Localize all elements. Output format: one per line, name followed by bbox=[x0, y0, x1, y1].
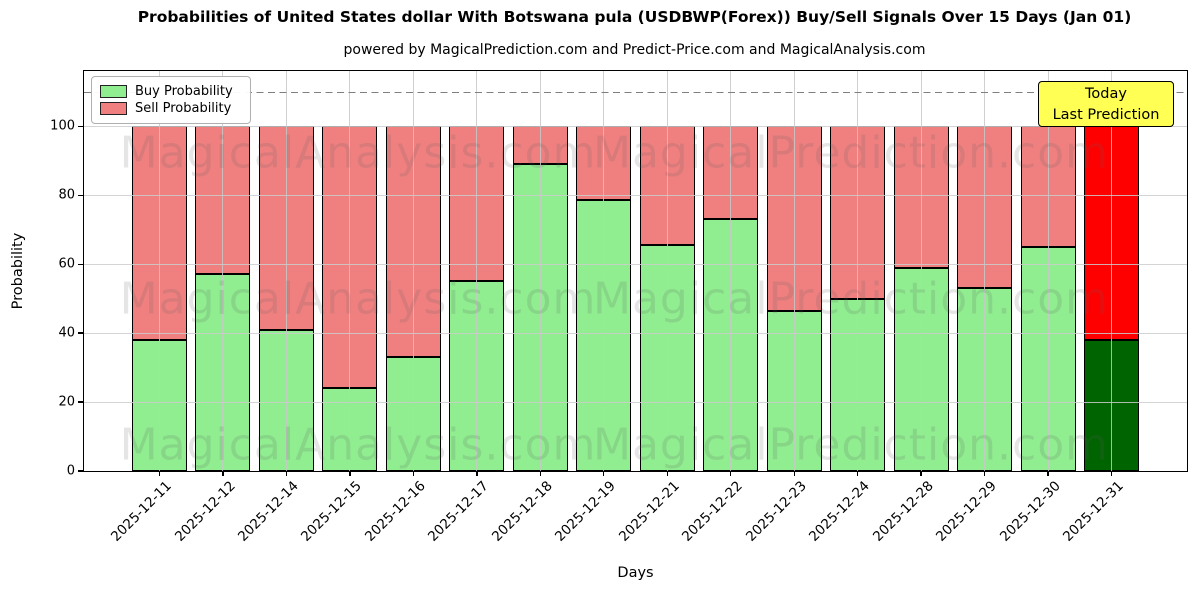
legend-label-buy: Buy Probability bbox=[135, 84, 233, 99]
x-tick-mark bbox=[857, 471, 859, 476]
y-gridline bbox=[84, 195, 1187, 197]
x-gridline bbox=[412, 71, 414, 471]
y-tick-mark bbox=[78, 470, 84, 472]
y-tick-mark bbox=[78, 125, 84, 127]
y-axis-title: Probability bbox=[10, 232, 26, 310]
x-tick-mark bbox=[793, 471, 795, 476]
y-tick-mark bbox=[78, 263, 84, 265]
watermark-magicalprediction: MagicalPrediction.com bbox=[593, 419, 1109, 471]
y-tick-label: 100 bbox=[50, 118, 75, 134]
x-gridline bbox=[1047, 71, 1049, 471]
y-gridline bbox=[84, 126, 1187, 128]
x-gridline bbox=[984, 71, 986, 471]
x-tick-label: 2025-12-12 bbox=[171, 478, 239, 545]
today-annotation-line1: Today bbox=[1085, 86, 1127, 102]
x-tick-label: 2025-12-24 bbox=[806, 478, 873, 545]
x-gridline bbox=[666, 71, 668, 471]
y-tick-label: 20 bbox=[58, 394, 75, 410]
x-tick-mark bbox=[1047, 471, 1049, 476]
x-tick-label: 2025-12-28 bbox=[869, 478, 937, 545]
x-tick-label: 2025-12-19 bbox=[552, 478, 620, 545]
x-tick-label: 2025-12-23 bbox=[742, 478, 810, 545]
dashed-threshold-line bbox=[84, 91, 1187, 94]
x-tick-label: 2025-12-14 bbox=[234, 478, 302, 545]
legend-item-buy: Buy Probability bbox=[100, 83, 242, 100]
x-tick-mark bbox=[920, 471, 922, 476]
x-gridline bbox=[476, 71, 478, 471]
x-gridline bbox=[920, 71, 922, 471]
x-tick-label: 2025-12-22 bbox=[679, 478, 747, 545]
x-gridline bbox=[793, 71, 795, 471]
x-axis-title: Days bbox=[617, 565, 654, 581]
x-tick-mark bbox=[158, 471, 161, 476]
x-tick-label: 2025-12-17 bbox=[425, 478, 493, 545]
y-tick-mark bbox=[78, 332, 84, 334]
sell-probability-swatch bbox=[100, 102, 127, 115]
x-tick-mark bbox=[349, 471, 351, 476]
legend-label-sell: Sell Probability bbox=[135, 101, 232, 116]
x-gridline bbox=[1110, 71, 1112, 471]
y-tick-mark bbox=[78, 194, 84, 196]
x-tick-mark bbox=[476, 471, 478, 476]
x-tick-label: 2025-12-18 bbox=[488, 478, 556, 545]
x-gridline bbox=[159, 71, 161, 471]
y-gridline bbox=[84, 402, 1187, 404]
x-tick-label: 2025-12-21 bbox=[615, 478, 683, 545]
watermark-magicalanalysis: MagicalAnalysis.com bbox=[119, 127, 597, 179]
legend-item-sell: Sell Probability bbox=[100, 100, 242, 117]
y-gridline bbox=[84, 333, 1187, 335]
x-gridline bbox=[857, 71, 859, 471]
y-tick-label: 80 bbox=[58, 187, 75, 203]
x-gridline bbox=[603, 71, 605, 471]
watermark-magicalprediction: MagicalPrediction.com bbox=[593, 127, 1109, 179]
x-tick-mark bbox=[412, 471, 415, 476]
watermark-magicalanalysis: MagicalAnalysis.com bbox=[119, 419, 597, 471]
x-tick-label: 2025-12-30 bbox=[996, 478, 1064, 545]
x-tick-label: 2025-12-11 bbox=[108, 478, 175, 545]
x-tick-mark bbox=[983, 471, 986, 476]
y-tick-mark bbox=[78, 401, 84, 403]
x-tick-label: 2025-12-31 bbox=[1059, 478, 1127, 545]
chart-subtitle: powered by MagicalPrediction.com and Pre… bbox=[343, 42, 926, 58]
x-gridline bbox=[222, 71, 224, 471]
x-gridline bbox=[349, 71, 351, 471]
x-gridline bbox=[730, 71, 732, 471]
x-tick-mark bbox=[1110, 471, 1113, 476]
x-tick-label: 2025-12-29 bbox=[933, 478, 1000, 545]
x-tick-mark bbox=[730, 471, 732, 476]
today-annotation-line2: Last Prediction bbox=[1052, 107, 1160, 123]
x-tick-mark bbox=[285, 471, 288, 476]
x-tick-mark bbox=[539, 471, 541, 476]
buy-probability-swatch bbox=[100, 85, 127, 98]
x-tick-mark bbox=[222, 471, 224, 476]
chart-title: Probabilities of United States dollar Wi… bbox=[137, 8, 1132, 26]
y-tick-label: 60 bbox=[58, 256, 75, 272]
watermark-magicalprediction: MagicalPrediction.com bbox=[593, 273, 1109, 325]
today-annotation: Today Last Prediction bbox=[1038, 81, 1174, 127]
x-tick-mark bbox=[666, 471, 668, 476]
x-gridline bbox=[285, 71, 287, 471]
x-gridline bbox=[539, 71, 541, 471]
y-tick-label: 0 bbox=[66, 463, 75, 479]
y-gridline bbox=[84, 264, 1187, 266]
y-tick-label: 40 bbox=[58, 325, 75, 341]
legend: Buy Probability Sell Probability bbox=[91, 76, 251, 124]
x-tick-label: 2025-12-15 bbox=[298, 478, 366, 545]
watermark-magicalanalysis: MagicalAnalysis.com bbox=[119, 273, 597, 325]
x-tick-label: 2025-12-16 bbox=[361, 478, 429, 545]
plot-area: Buy Probability Sell Probability Today L… bbox=[10, 70, 1188, 581]
x-tick-mark bbox=[603, 471, 605, 476]
